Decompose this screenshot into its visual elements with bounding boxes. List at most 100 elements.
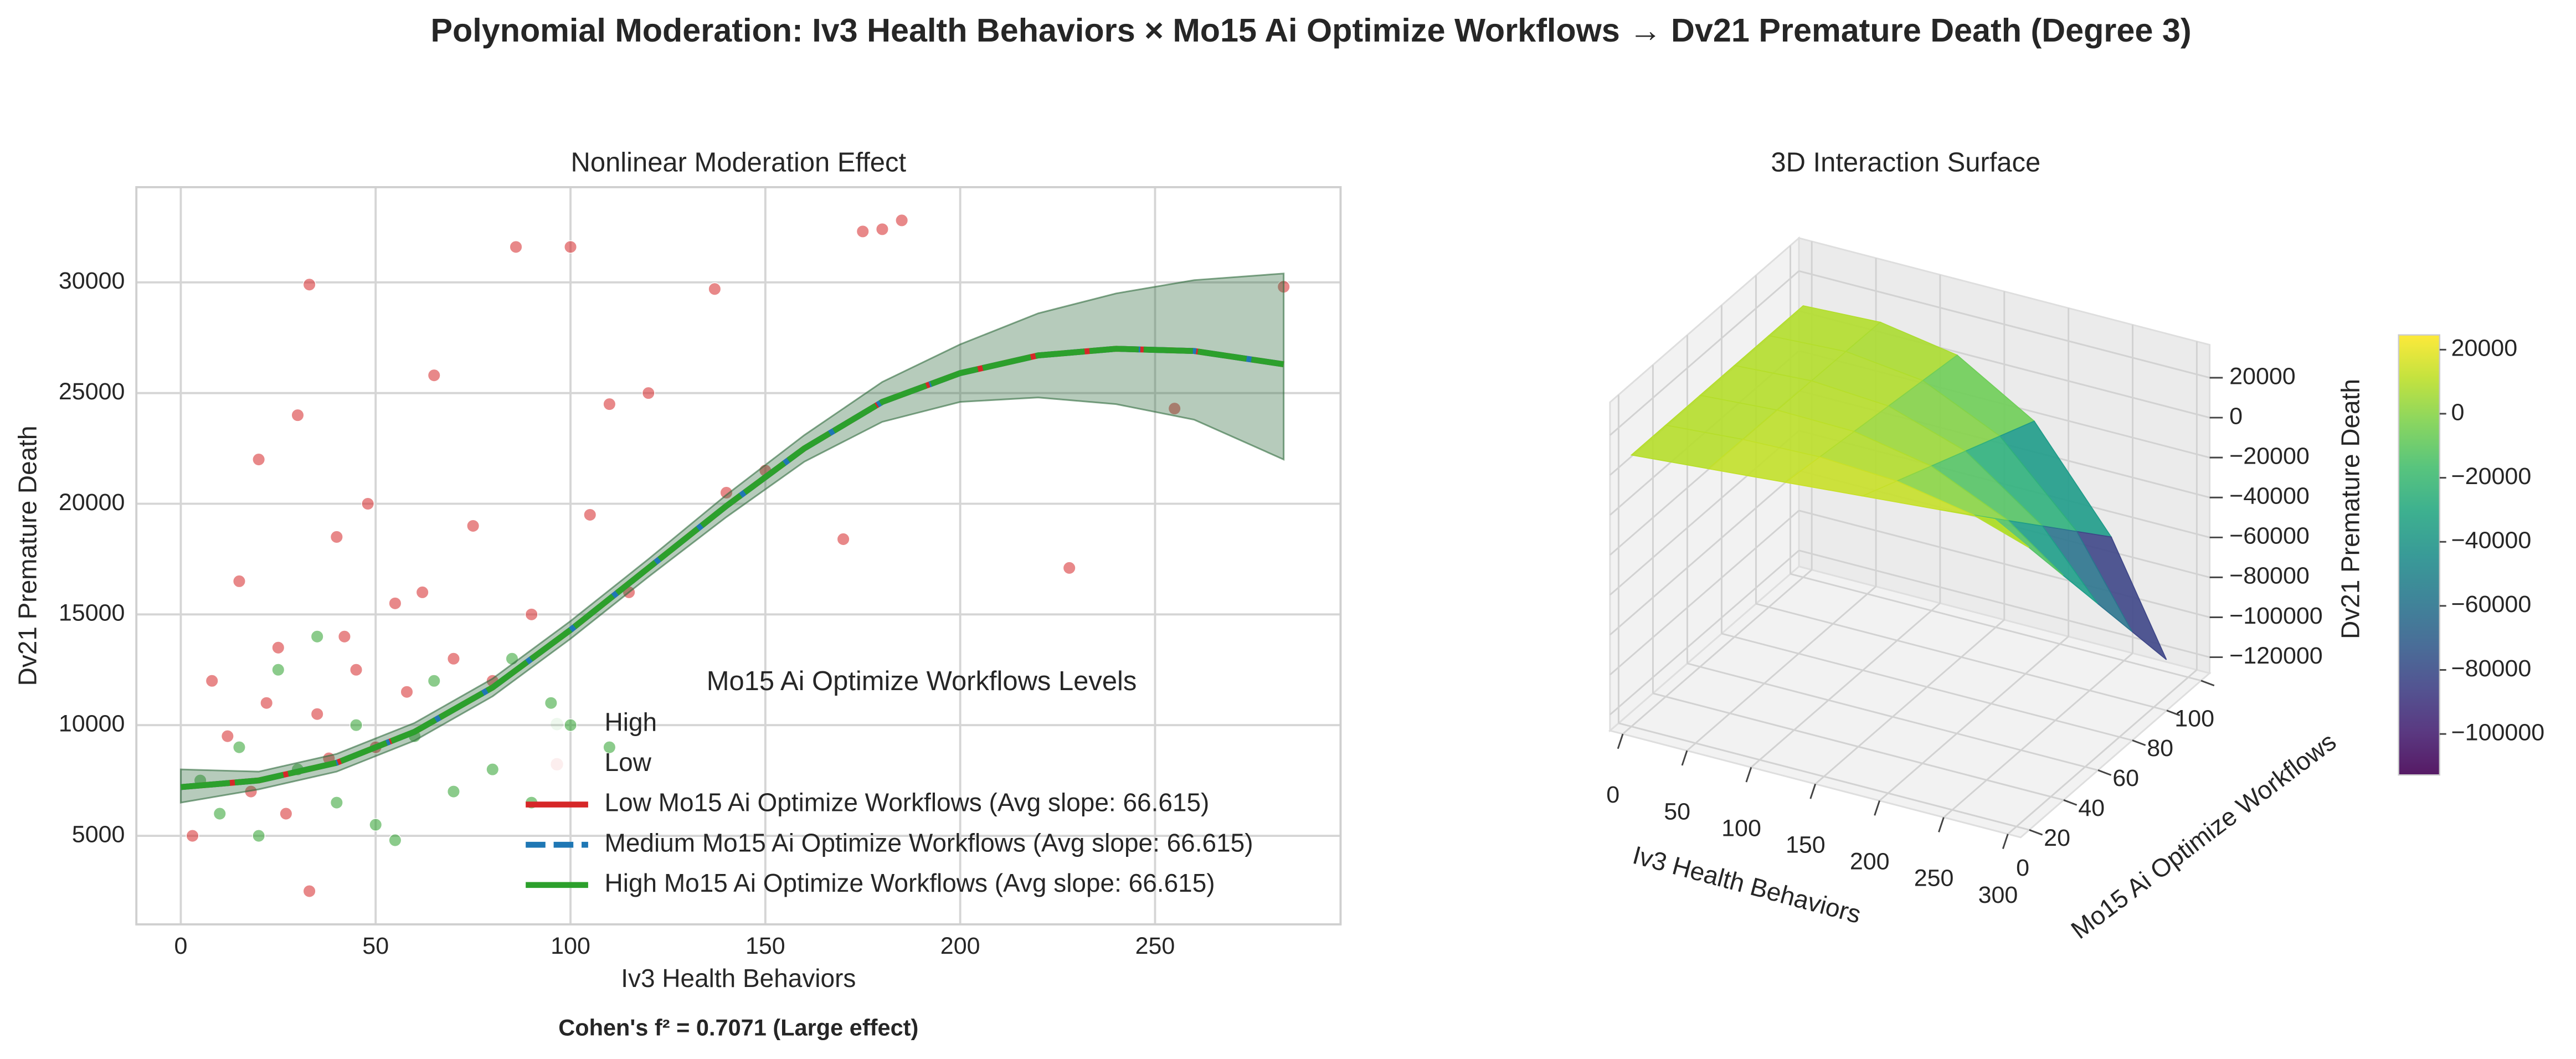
scatter-point	[564, 240, 578, 254]
tick-mark	[1617, 733, 1624, 749]
z-tick-label: −60000	[2229, 523, 2310, 549]
figure-title: Polynomial Moderation: Iv3 Health Behavi…	[430, 12, 2191, 49]
z-tick-label: 20000	[2229, 363, 2296, 389]
grid-line	[1687, 662, 2099, 771]
legend-marker	[551, 758, 563, 771]
scatter-point	[388, 834, 402, 847]
scatter-point	[895, 213, 909, 227]
colorbar-tick-label: −80000	[2451, 655, 2532, 682]
scatter-point	[271, 663, 285, 677]
scatter-point	[361, 497, 375, 511]
scatter-point	[232, 574, 246, 588]
grid-line	[1798, 510, 2210, 618]
scatter-point	[446, 785, 460, 799]
grid-line	[1943, 652, 2133, 818]
scatter-point	[719, 486, 733, 500]
scatter-point	[836, 532, 850, 546]
axes-title: 3D Interaction Surface	[1771, 147, 2040, 177]
scatter-point	[291, 408, 305, 422]
scatter-point	[302, 884, 316, 898]
y-tick-label: 20	[2044, 825, 2070, 851]
y-axis-label: Dv21 Premature Death	[13, 426, 42, 686]
scatter-point	[446, 652, 460, 666]
scatter-point	[1062, 561, 1076, 575]
scatter-point	[252, 829, 266, 843]
scatter-point	[310, 630, 324, 644]
scatter-point	[400, 685, 414, 699]
fit-line	[180, 346, 1284, 790]
tick-mark	[2132, 739, 2146, 746]
x-tick-label: 300	[1978, 882, 2018, 908]
colorbar-tick-label: 20000	[2451, 335, 2518, 362]
scatter-point	[875, 222, 889, 236]
colorbar-tick-label: −20000	[2451, 463, 2532, 490]
scatter-point	[213, 807, 227, 821]
colorbar-tick-label: −60000	[2451, 591, 2532, 618]
scatter-point	[349, 663, 363, 677]
y-tick-label: 10000	[59, 711, 125, 737]
tick-mark	[1809, 784, 1817, 799]
plot-frame	[135, 186, 1342, 926]
x-tick-label: 150	[1786, 831, 1826, 858]
tick-mark	[2063, 799, 2078, 806]
scatter-point	[337, 630, 351, 644]
grid-line	[1879, 636, 2069, 801]
x-tick-label: 0	[1606, 782, 1619, 808]
z-tick-label: −80000	[2229, 563, 2310, 589]
colorbar-tick-label: 0	[2451, 399, 2465, 425]
scatter-point	[279, 807, 293, 821]
scatter-point	[583, 508, 597, 522]
grid-line	[1750, 602, 1941, 768]
legend-label: Low	[605, 748, 652, 777]
scatter-point	[544, 696, 558, 710]
confidence-band	[179, 273, 1285, 804]
tick-mark	[2029, 829, 2043, 836]
tick-mark	[2097, 769, 2112, 776]
grid-line	[1798, 270, 2210, 379]
scatter-point	[271, 641, 285, 655]
legend-label: High Mo15 Ai Optimize Workflows (Avg slo…	[605, 868, 1215, 897]
z-tick-label: −100000	[2229, 603, 2323, 629]
y-tick-label: 20000	[59, 489, 125, 516]
grid-line	[1790, 573, 2202, 682]
scatter-point	[856, 224, 870, 238]
scatter-point	[427, 674, 441, 688]
scatter-point	[509, 240, 523, 254]
z-tick-label: 0	[2229, 403, 2243, 429]
x-tick-label: 250	[1914, 865, 1954, 892]
scatter-point	[1168, 402, 1181, 415]
z-tick-label: −40000	[2229, 483, 2310, 510]
colorbar-tick-label: −40000	[2451, 527, 2532, 554]
scatter-point	[232, 741, 246, 754]
legend-label: High	[605, 707, 657, 736]
x-tick-label: 100	[1721, 815, 1761, 841]
tick-mark	[1745, 767, 1752, 783]
x-tick-label: 100	[551, 933, 590, 959]
scatter-point	[466, 519, 480, 533]
grid-line	[1609, 549, 1799, 716]
grid-line	[1609, 270, 1799, 436]
colorbar-tick-label: −100000	[2451, 719, 2545, 746]
grid-line	[2007, 669, 2198, 835]
legend-marker	[551, 718, 563, 731]
scatter-point	[641, 386, 655, 400]
y-tick-label: 30000	[59, 268, 125, 294]
grid-line	[1721, 633, 2133, 742]
scatter-point	[260, 696, 274, 710]
y-tick-label: 5000	[72, 821, 125, 847]
scatter-point	[415, 585, 429, 599]
x-axis-label: Iv3 Health Behaviors	[621, 964, 856, 993]
scatter-point	[427, 368, 441, 382]
x-tick-label: 200	[940, 933, 980, 959]
scatter-point	[388, 597, 402, 610]
x-tick-label: 0	[174, 933, 187, 959]
scatter-point	[564, 718, 578, 732]
scatter-point	[302, 277, 316, 291]
colorbar	[2398, 334, 2440, 776]
y-tick-label: 100	[2174, 705, 2214, 732]
z-axis-label: Dv21 Premature Death	[2336, 379, 2365, 639]
tick-mark	[2002, 834, 2009, 849]
scatter-point	[220, 729, 234, 743]
grid-line	[1609, 470, 1799, 636]
